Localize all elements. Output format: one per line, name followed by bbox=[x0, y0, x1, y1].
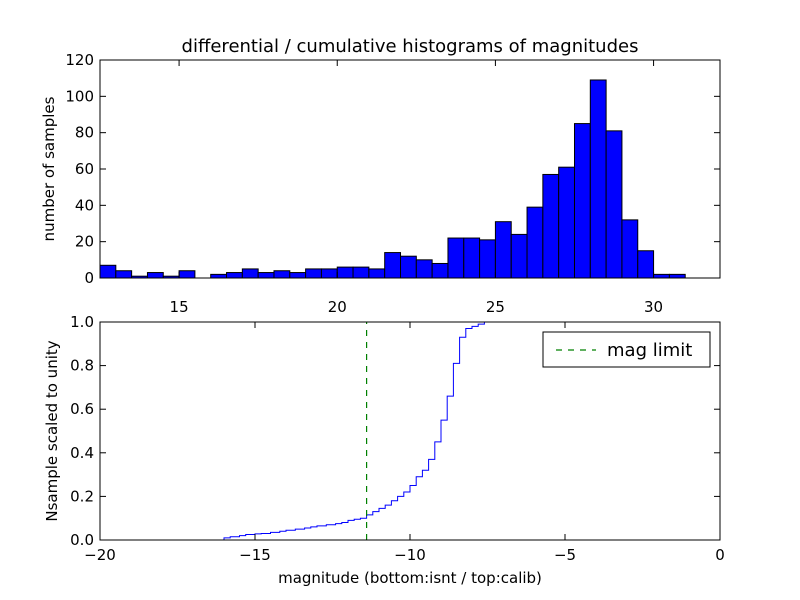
histogram-bar bbox=[510, 233, 528, 279]
legend-label-mag-limit: mag limit bbox=[607, 340, 692, 361]
histogram-bar bbox=[526, 206, 544, 279]
legend: mag limit bbox=[542, 331, 711, 368]
histogram-bar bbox=[463, 237, 481, 279]
bottom-x-tick-label: −20 bbox=[84, 546, 116, 564]
histogram-bar bbox=[146, 272, 164, 279]
bottom-x-tick-label: −10 bbox=[394, 546, 426, 564]
histogram-bar bbox=[637, 250, 655, 279]
bottom-x-axis-label: magnitude (bottom:isnt / top:calib) bbox=[278, 569, 542, 587]
top-y-axis-label: number of samples bbox=[40, 96, 58, 241]
top-x-tick-label: 20 bbox=[328, 298, 347, 316]
histogram-bar bbox=[621, 219, 639, 279]
top-x-tick-label: 30 bbox=[644, 298, 663, 316]
top-y-tick-label: 20 bbox=[75, 233, 94, 251]
histogram-bar bbox=[542, 173, 560, 279]
histogram-bar bbox=[115, 270, 133, 279]
bottom-plot-frame bbox=[99, 321, 721, 541]
histogram-bar bbox=[479, 239, 496, 279]
histogram-bar bbox=[447, 237, 465, 279]
top-y-tick-label: 60 bbox=[75, 160, 94, 178]
histogram-bar bbox=[558, 166, 575, 279]
histogram-bar bbox=[336, 266, 354, 279]
bottom-y-axis-label: Nsample scaled to unity bbox=[43, 340, 61, 521]
bottom-y-tick-label: 0.6 bbox=[70, 400, 94, 418]
bottom-x-tick-label: 0 bbox=[715, 546, 725, 564]
top-y-tick-label: 80 bbox=[75, 124, 94, 142]
legend-box bbox=[542, 331, 711, 368]
histogram-bar bbox=[368, 268, 386, 279]
histogram-bar bbox=[589, 79, 607, 279]
histogram-bar bbox=[289, 272, 307, 279]
bottom-x-tick-label: −15 bbox=[239, 546, 271, 564]
histogram-bar bbox=[400, 255, 417, 279]
bottom-y-tick-label: 0.0 bbox=[70, 531, 94, 549]
histogram-bar bbox=[226, 272, 243, 279]
chart-title: differential / cumulative histograms of … bbox=[182, 36, 639, 57]
histogram-bar bbox=[352, 266, 370, 279]
cumulative-step-line bbox=[100, 321, 720, 541]
top-plot-frame bbox=[99, 59, 721, 279]
histogram-bar bbox=[494, 221, 512, 279]
top-x-tick-label: 15 bbox=[170, 298, 189, 316]
histogram-bar bbox=[605, 130, 623, 279]
histogram-bar bbox=[384, 252, 402, 279]
histogram-bar bbox=[305, 268, 322, 279]
histogram-bar bbox=[99, 264, 117, 279]
cumulative-histogram-chart: magnitude (bottom:isnt / top:calib) Nsam… bbox=[43, 313, 725, 587]
top-y-tick-label: 120 bbox=[65, 51, 94, 69]
histogram-bar bbox=[653, 273, 670, 279]
bottom-axis-ticks: −20 −15 −10 −5 0 0.0 0.2 0.4 0.6 0.8 1.0 bbox=[70, 313, 725, 564]
histogram-bar bbox=[178, 270, 196, 279]
bottom-x-tick-label: −5 bbox=[554, 546, 576, 564]
histogram-bar bbox=[210, 273, 228, 279]
top-y-tick-label: 40 bbox=[75, 196, 94, 214]
histogram-bar bbox=[257, 272, 275, 279]
histogram-bar bbox=[573, 123, 591, 279]
bottom-y-tick-label: 1.0 bbox=[70, 313, 94, 331]
top-y-tick-label: 100 bbox=[65, 87, 94, 105]
histogram-bar bbox=[668, 273, 686, 279]
bottom-y-tick-label: 0.2 bbox=[70, 487, 94, 505]
histogram-bar bbox=[273, 270, 291, 279]
histogram-bar bbox=[431, 262, 449, 279]
differential-histogram-chart: differential / cumulative histograms of … bbox=[40, 36, 721, 316]
bottom-y-tick-label: 0.4 bbox=[70, 444, 94, 462]
bottom-y-tick-label: 0.8 bbox=[70, 357, 94, 375]
histogram-bar bbox=[241, 268, 259, 279]
histogram-bar bbox=[320, 268, 338, 279]
top-x-tick-label: 25 bbox=[486, 298, 505, 316]
histogram-bar bbox=[415, 259, 433, 279]
top-y-tick-label: 0 bbox=[84, 269, 94, 287]
